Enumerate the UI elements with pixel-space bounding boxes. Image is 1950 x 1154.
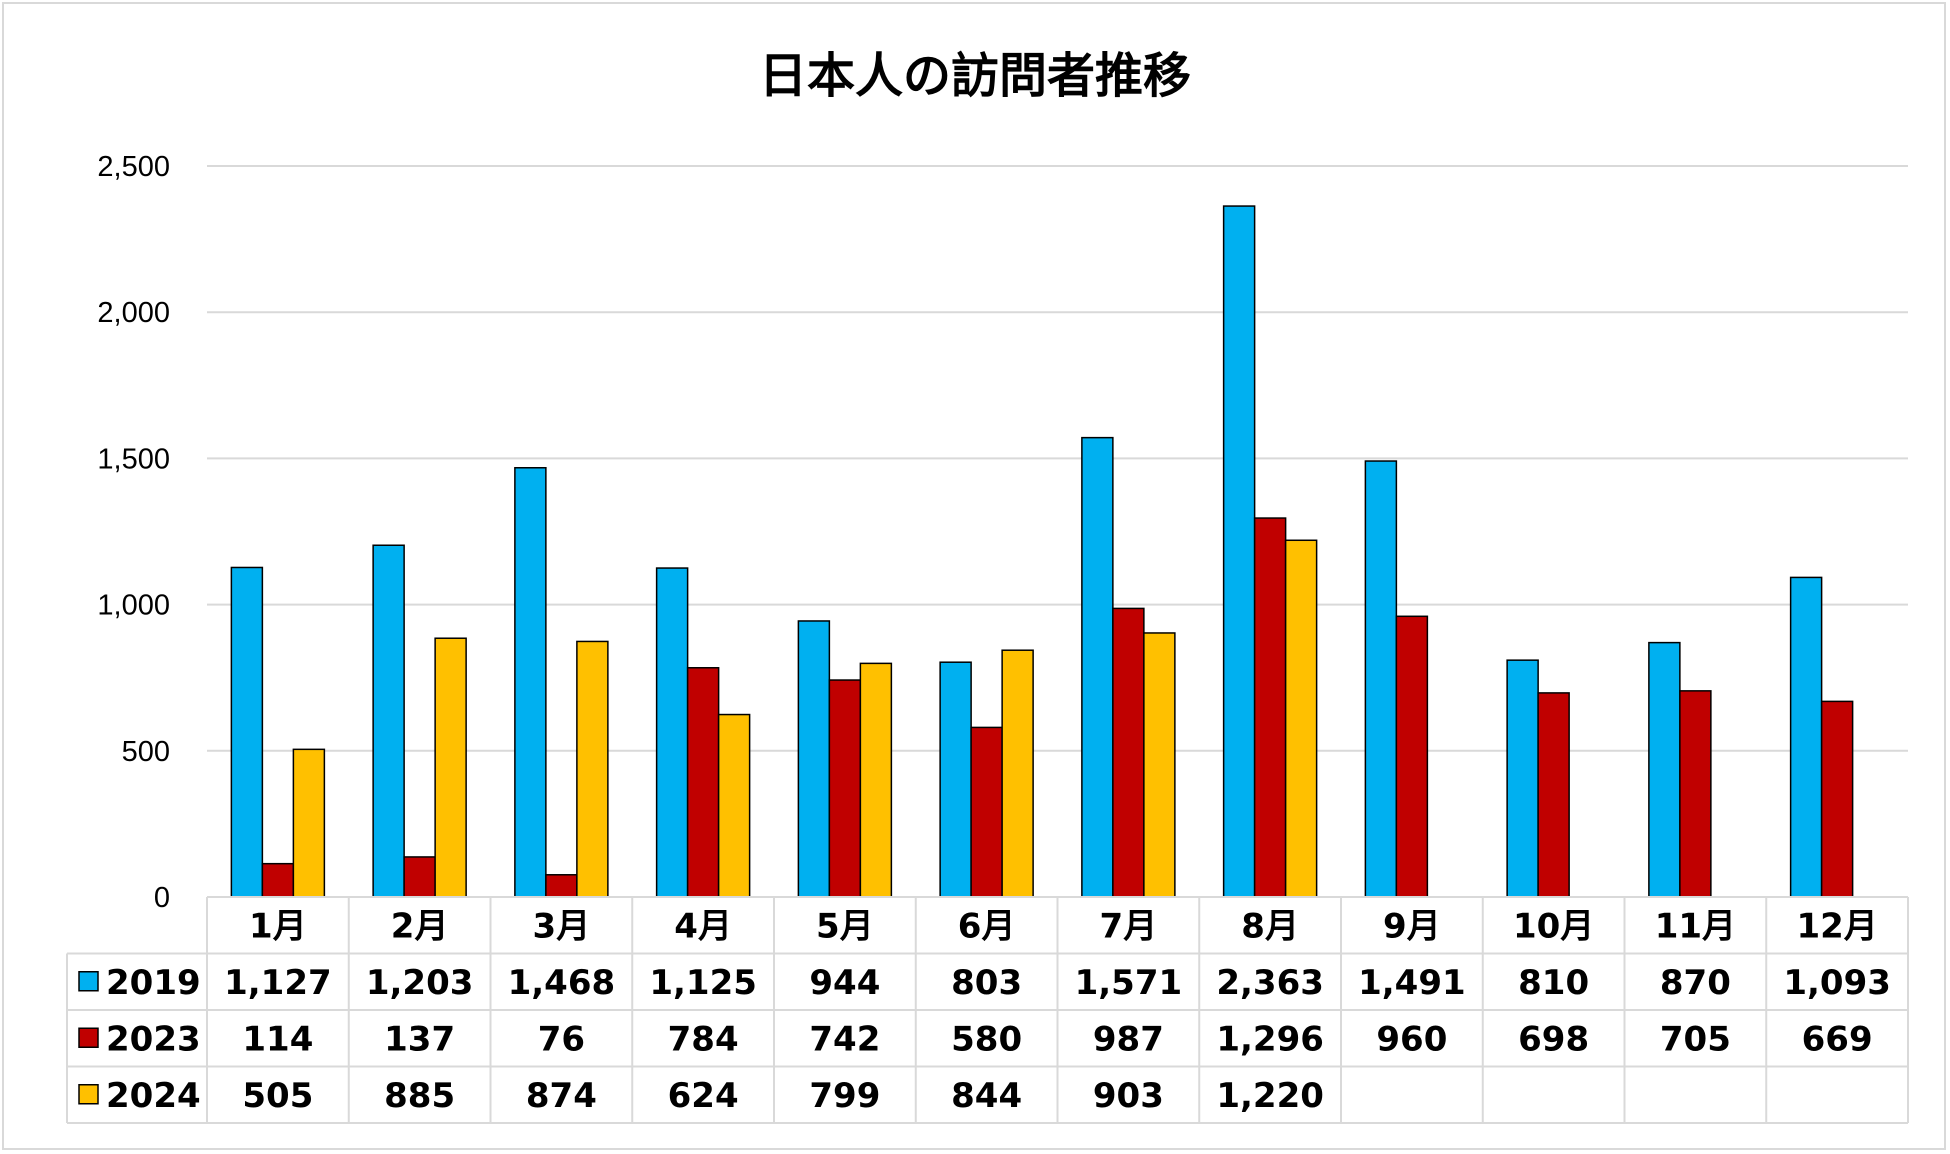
bar-2023-0 (261, 862, 295, 898)
bar-2019-9 (1506, 659, 1539, 898)
data-label: 810 (1518, 963, 1589, 1003)
category-label: 8月 (1241, 906, 1299, 946)
bar-2024-5 (1001, 649, 1034, 898)
data-label: 76 (538, 1019, 585, 1059)
bar-2019-1 (372, 544, 405, 898)
gridlines (207, 165, 1908, 752)
data-label: 580 (951, 1019, 1022, 1059)
bar-2023-7 (1253, 517, 1287, 898)
bar-2023-6 (1112, 607, 1145, 898)
bar-2023-3 (686, 667, 720, 898)
data-label: 698 (1518, 1019, 1589, 1059)
bar-2024-3 (717, 713, 751, 898)
y-axis: 0 500 1,000 1,500 2,000 2,500 (97, 151, 170, 914)
category-label: 4月 (674, 906, 732, 946)
bar-2024-4 (859, 662, 893, 898)
bar-2019-5 (939, 661, 972, 898)
category-label: 11月 (1655, 906, 1736, 946)
bar-2019-0 (230, 566, 264, 898)
y-tick-label: 2,500 (97, 151, 170, 183)
bar-2024-6 (1143, 632, 1176, 898)
data-label: 2,363 (1216, 963, 1324, 1003)
data-label: 1,296 (1216, 1019, 1324, 1059)
data-label: 1,203 (366, 963, 474, 1003)
bar-2023-4 (828, 679, 862, 898)
category-label: 2月 (391, 906, 449, 946)
data-label: 784 (668, 1019, 739, 1059)
data-label: 1,571 (1075, 963, 1183, 1003)
category-label: 12月 (1796, 906, 1877, 946)
data-label: 885 (384, 1076, 455, 1116)
bar-2019-3 (655, 567, 689, 898)
legend-label-2023: 2023 (106, 1019, 201, 1059)
data-table: 1月 2月 3月 4月 5月 6月 7月 8月 9月 10月 11月 12月 2019 1,127 1,20… (66, 896, 1909, 1124)
data-label: 624 (668, 1076, 739, 1116)
data-label: 1,468 (508, 963, 616, 1003)
legend-swatch-2024 (78, 1084, 99, 1105)
legend-label-2024: 2024 (106, 1076, 201, 1116)
data-label: 844 (951, 1076, 1022, 1116)
data-label: 799 (809, 1076, 880, 1116)
legend-label-2019: 2019 (106, 963, 201, 1003)
data-label: 1,491 (1358, 963, 1466, 1003)
category-label: 1月 (249, 906, 307, 946)
data-label: 903 (1093, 1076, 1164, 1116)
data-label: 987 (1093, 1019, 1164, 1059)
legend-swatch-2023 (78, 1027, 99, 1048)
data-label: 705 (1660, 1019, 1731, 1059)
category-label: 9月 (1383, 906, 1441, 946)
data-label: 960 (1376, 1019, 1447, 1059)
data-label: 1,125 (649, 963, 757, 1003)
category-label: 7月 (1100, 906, 1158, 946)
category-label: 5月 (816, 906, 874, 946)
data-label: 874 (526, 1076, 597, 1116)
bars (230, 205, 1854, 898)
bar-2024-2 (576, 640, 609, 898)
bar-2019-7 (1222, 205, 1256, 898)
bar-2023-2 (545, 874, 578, 898)
data-label: 1,093 (1783, 963, 1891, 1003)
data-label: 742 (809, 1019, 880, 1059)
y-tick-label: 0 (154, 882, 170, 914)
data-label: 505 (242, 1076, 313, 1116)
bar-2019-4 (797, 620, 831, 898)
data-label: 1,127 (224, 963, 332, 1003)
category-label: 6月 (958, 906, 1016, 946)
chart-title: 日本人の訪問者推移 (759, 48, 1191, 104)
category-label: 3月 (533, 906, 591, 946)
y-tick-label: 1,000 (97, 590, 170, 622)
bar-2024-7 (1284, 539, 1318, 898)
data-label: 870 (1660, 963, 1731, 1003)
data-label: 137 (384, 1019, 455, 1059)
data-label: 803 (951, 963, 1022, 1003)
bar-2023-10 (1679, 690, 1712, 898)
legend-swatch-2019 (78, 971, 99, 992)
data-label: 669 (1802, 1019, 1873, 1059)
bar-2019-6 (1081, 436, 1114, 898)
bar-2019-11 (1789, 576, 1823, 898)
bar-2023-8 (1395, 615, 1429, 898)
bar-2023-9 (1537, 692, 1570, 898)
bar-2019-2 (514, 467, 547, 898)
bar-2019-8 (1364, 460, 1398, 898)
bar-2023-5 (970, 726, 1003, 898)
bar-2019-10 (1648, 641, 1681, 898)
y-tick-label: 1,500 (97, 443, 170, 475)
y-tick-label: 2,000 (97, 297, 170, 329)
bar-2024-1 (434, 637, 467, 898)
data-label: 944 (809, 963, 880, 1003)
data-label: 1,220 (1216, 1076, 1324, 1116)
category-label: 10月 (1513, 906, 1594, 946)
bar-2024-0 (292, 748, 326, 898)
data-label: 114 (242, 1019, 313, 1059)
y-tick-label: 500 (122, 736, 170, 768)
bar-2023-11 (1820, 700, 1854, 898)
bar-2023-1 (403, 856, 436, 898)
